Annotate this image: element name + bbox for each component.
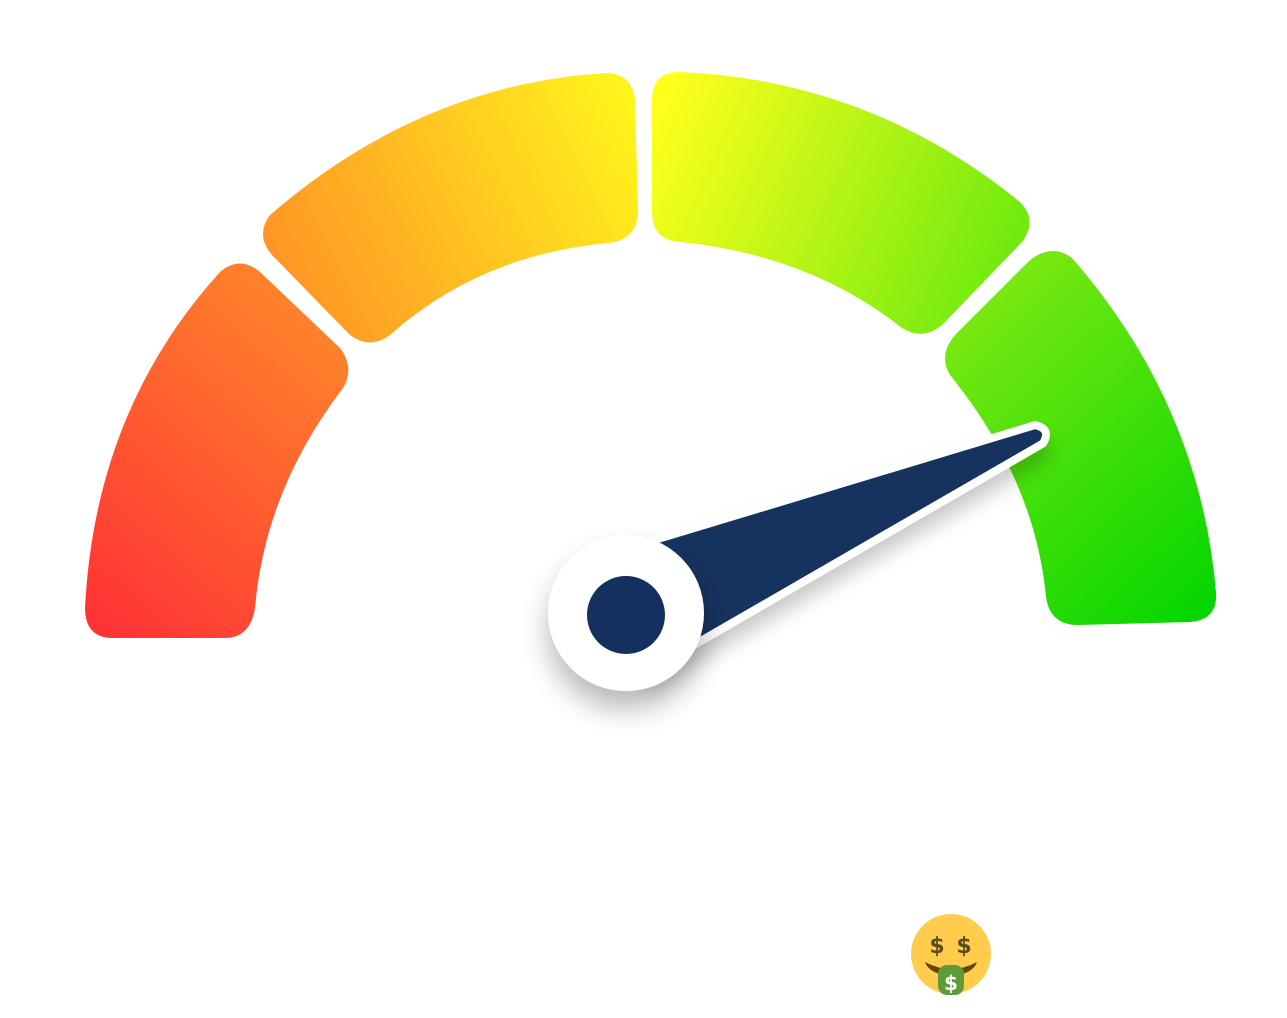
svg-text:$: $ [956, 934, 971, 959]
gauge-needle [597, 421, 1050, 674]
hub-center [587, 576, 665, 654]
gauge-segment-green [945, 250, 1217, 625]
gauge-segment-yellow-green [652, 72, 1030, 334]
gauge-hub [548, 535, 704, 691]
svg-text:$: $ [944, 971, 958, 995]
svg-text:$: $ [929, 934, 944, 959]
gauge-segment-orange-yellow [262, 73, 638, 343]
money-mouth-face-icon: $ $ $ [911, 914, 991, 995]
gauge-segment-red-orange [85, 263, 349, 638]
needle-pointer [597, 421, 1050, 674]
